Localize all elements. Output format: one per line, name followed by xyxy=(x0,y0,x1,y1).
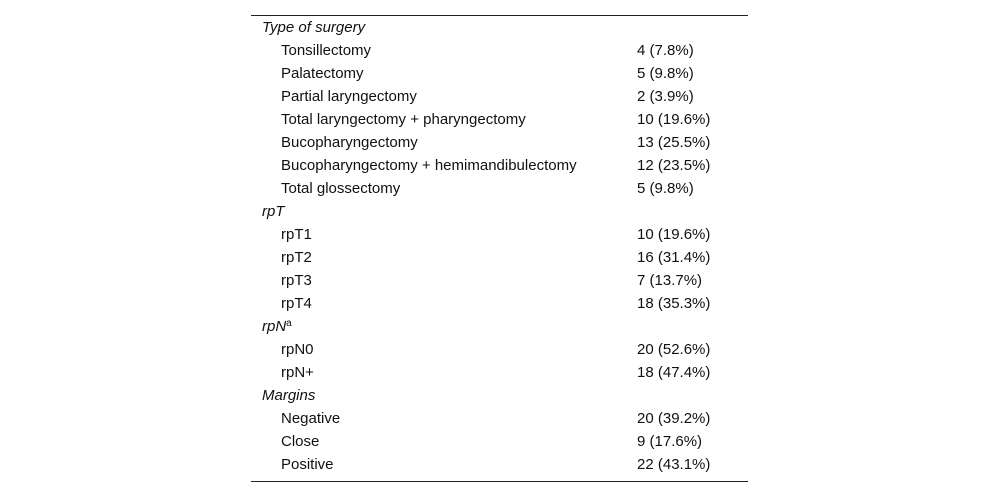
row-value: 2 (3.9%) xyxy=(637,85,694,108)
row-value-text: 4 (7.8%) xyxy=(637,42,694,59)
row-label: Bucopharyngectomy xyxy=(281,131,418,154)
row-label: Positive xyxy=(281,453,334,476)
section-title-text: rpT xyxy=(262,203,285,220)
section-title: rpT xyxy=(262,200,285,223)
row-label-text: Positive xyxy=(281,456,334,473)
row-label: Total laryngectomy + pharyngectomy xyxy=(281,108,526,131)
row-value-text: 18 (47.4%) xyxy=(637,364,711,381)
row-label: Partial laryngectomy xyxy=(281,85,417,108)
row-label-text: rpT2 xyxy=(281,249,312,266)
row-label-text: rpT3 xyxy=(281,272,312,289)
row-value-text: 16 (31.4%) xyxy=(637,249,711,266)
row-label-text: Bucopharyngectomy xyxy=(281,134,418,151)
row-value-text: 5 (9.8%) xyxy=(637,180,694,197)
section-title-text: rpN xyxy=(262,318,287,335)
row-value-text: 5 (9.8%) xyxy=(637,65,694,82)
row-label-text: rpN+ xyxy=(281,364,314,381)
row-label: rpT2 xyxy=(281,246,312,269)
row-label-text: rpN0 xyxy=(281,341,314,358)
row-value-text: 12 (23.5%) xyxy=(637,157,711,174)
row-value-text: 18 (35.3%) xyxy=(637,295,711,312)
row-value: 5 (9.8%) xyxy=(637,177,694,200)
row-value: 12 (23.5%) xyxy=(637,154,710,177)
section-title: Type of surgery xyxy=(262,16,365,39)
row-value: 7 (13.7%) xyxy=(637,269,702,292)
row-label-text: Total laryngectomy + pharyngectomy xyxy=(281,111,526,128)
row-value: 4 (7.8%) xyxy=(637,39,694,62)
row-label: rpN0 xyxy=(281,338,314,361)
row-value-text: 9 (17.6%) xyxy=(637,433,703,450)
row-value: 9 (17.6%) xyxy=(637,430,702,453)
row-label: Close xyxy=(281,430,319,453)
row-label: Tonsillectomy xyxy=(281,39,371,62)
section-title-text: Type of surgery xyxy=(262,19,366,36)
row-label: rpT1 xyxy=(281,223,312,246)
row-value: 18 (35.3%) xyxy=(637,292,710,315)
row-label: rpT3 xyxy=(281,269,312,292)
row-label: rpT4 xyxy=(281,292,312,315)
row-label: Bucopharyngectomy + hemimandibulectomy xyxy=(281,154,577,177)
row-value: 20 (39.2%) xyxy=(637,407,710,430)
row-value: 20 (52.6%) xyxy=(637,338,710,361)
row-value-text: 2 (3.9%) xyxy=(637,88,694,105)
row-label-text: Close xyxy=(281,433,320,450)
row-label-text: Negative xyxy=(281,410,341,427)
row-label: Total glossectomy xyxy=(281,177,400,200)
footnote-mark: a xyxy=(286,318,292,329)
row-label: Palatectomy xyxy=(281,62,364,85)
row-value: 10 (19.6%) xyxy=(637,223,710,246)
row-label-text: Tonsillectomy xyxy=(281,42,372,59)
row-value: 18 (47.4%) xyxy=(637,361,710,384)
row-value-text: 10 (19.6%) xyxy=(637,226,711,243)
row-value-text: 13 (25.5%) xyxy=(637,134,711,151)
row-value-text: 22 (43.1%) xyxy=(637,456,711,473)
row-value-text: 20 (52.6%) xyxy=(637,341,711,358)
top-rule xyxy=(251,15,748,16)
row-value-text: 7 (13.7%) xyxy=(637,272,703,289)
row-label-text: Bucopharyngectomy + hemimandibulectomy xyxy=(281,157,577,174)
row-value: 5 (9.8%) xyxy=(637,62,694,85)
row-value-text: 20 (39.2%) xyxy=(637,410,711,427)
row-value: 13 (25.5%) xyxy=(637,131,710,154)
row-label-text: Total glossectomy xyxy=(281,180,401,197)
row-label-text: rpT4 xyxy=(281,295,312,312)
row-label-text: Palatectomy xyxy=(281,65,364,82)
bottom-rule xyxy=(251,481,748,482)
row-value: 10 (19.6%) xyxy=(637,108,710,131)
section-title: Margins xyxy=(262,384,315,407)
row-label-text: Partial laryngectomy xyxy=(281,88,417,105)
row-label: Negative xyxy=(281,407,340,430)
row-value: 16 (31.4%) xyxy=(637,246,710,269)
row-label-text: rpT1 xyxy=(281,226,312,243)
row-label: rpN+ xyxy=(281,361,314,384)
section-title-text: Margins xyxy=(262,387,316,404)
row-value-text: 10 (19.6%) xyxy=(637,111,711,128)
row-value: 22 (43.1%) xyxy=(637,453,710,476)
section-title: rpNa xyxy=(262,315,292,338)
